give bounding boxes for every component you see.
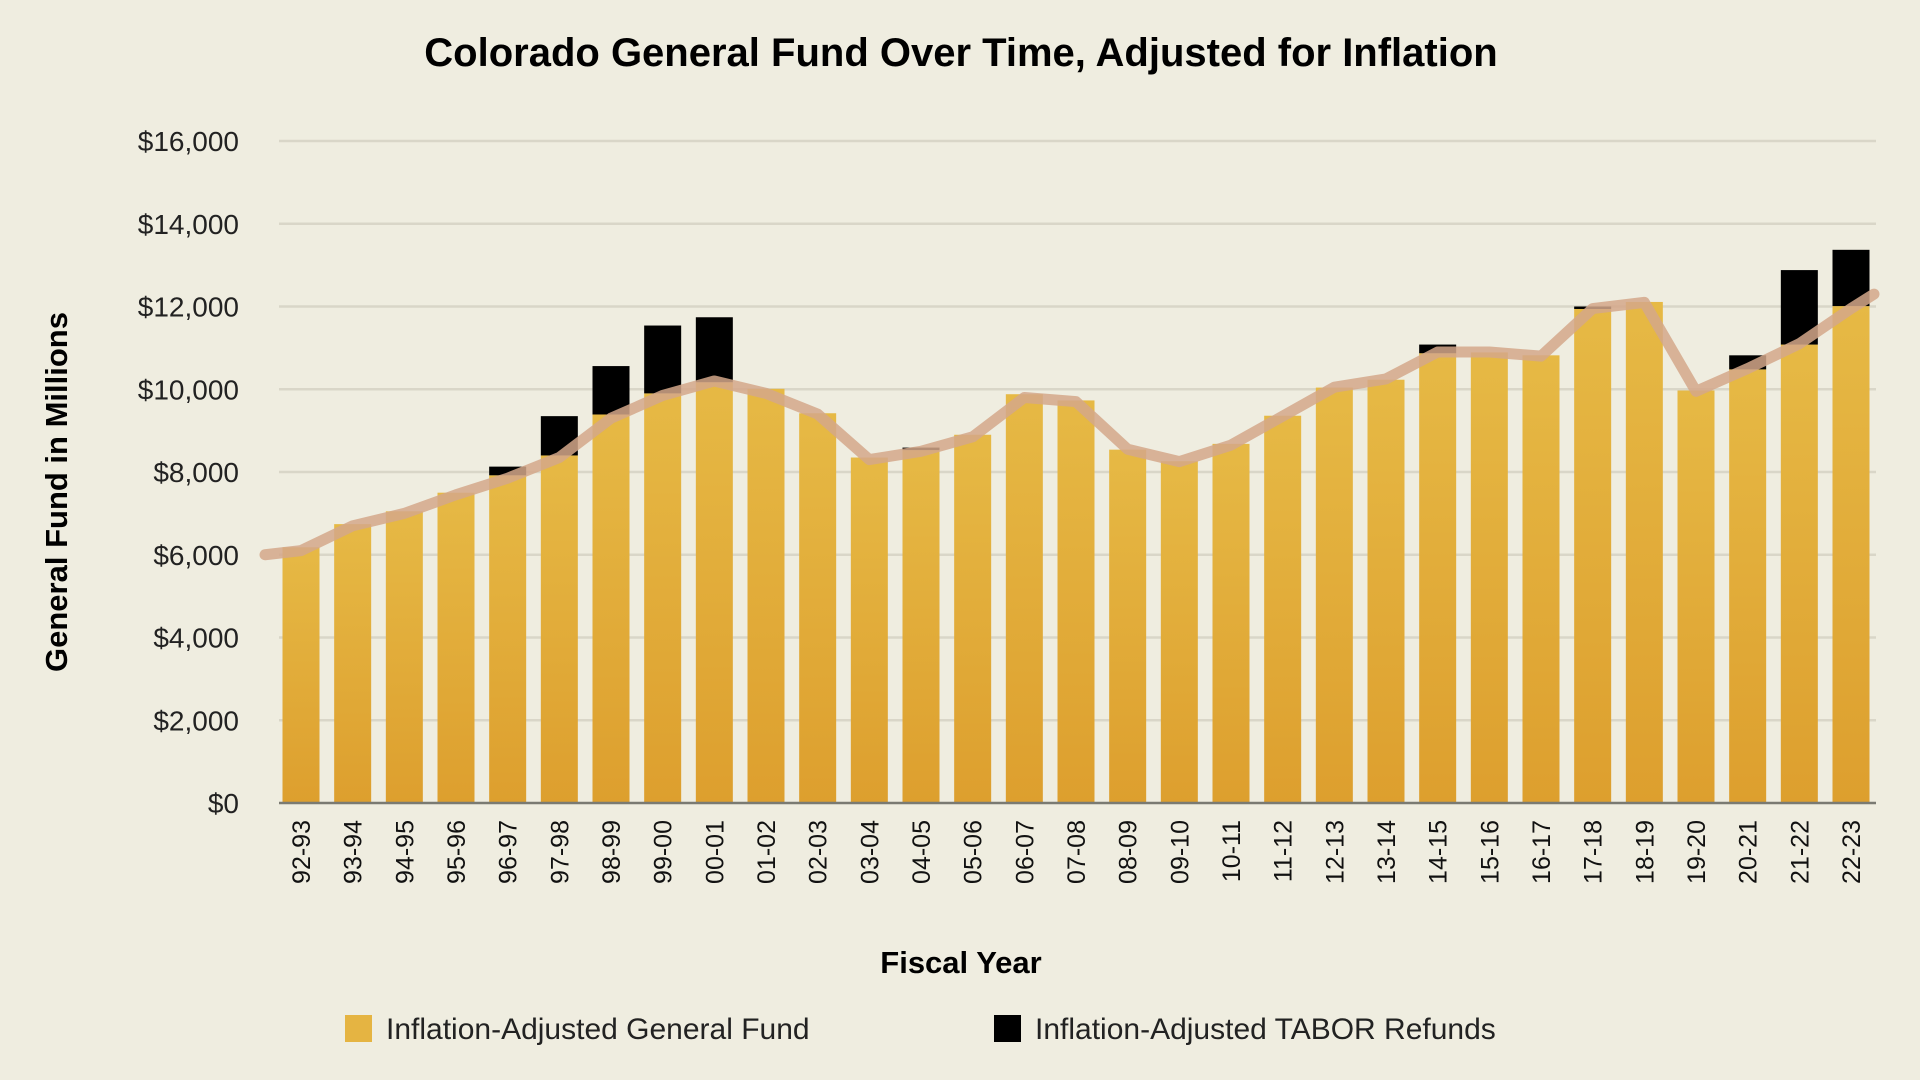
trend-line: [259, 288, 1880, 561]
x-tick-label: 10-11: [1218, 820, 1246, 882]
bar-tabor-refund: [489, 466, 527, 476]
x-tick-label: 14-15: [1425, 820, 1453, 884]
legend-label-general-fund: Inflation-Adjusted General Fund: [386, 1013, 810, 1046]
bar-general-fund: [1212, 443, 1250, 803]
x-tick-label: 18-19: [1631, 820, 1659, 884]
bar-general-fund: [1832, 306, 1870, 803]
bar-general-fund: [437, 492, 475, 803]
legend-label-tabor-refunds: Inflation-Adjusted TABOR Refunds: [1035, 1013, 1496, 1046]
x-tick-label: 06-07: [1011, 820, 1039, 884]
bars: [282, 249, 1870, 803]
trend-line-group: [259, 288, 1880, 561]
x-tick-label: 01-02: [753, 820, 781, 884]
bar-general-fund: [1109, 449, 1147, 803]
x-tick-label: 04-05: [908, 820, 936, 884]
x-tick-label: 11-12: [1270, 820, 1298, 882]
bar-general-fund: [1780, 344, 1818, 803]
bar-general-fund: [489, 475, 527, 803]
chart-title: Colorado General Fund Over Time, Adjuste…: [424, 31, 1497, 75]
bar-tabor-refund: [644, 325, 682, 394]
x-axis-label: Fiscal Year: [880, 945, 1041, 980]
y-tick-label: $12,000: [138, 292, 239, 323]
x-axis-ticks: 92-93 93-94 94-95 95-96 96-97 97-98 98-99 99-00…: [288, 820, 1866, 884]
x-tick-label: 02-03: [805, 820, 833, 884]
x-tick-label: 22-23: [1838, 820, 1866, 884]
legend-swatch-general-fund: [345, 1015, 372, 1042]
bar-general-fund: [954, 434, 992, 803]
bar-general-fund: [1005, 394, 1043, 803]
x-tick-label: 96-97: [495, 820, 523, 884]
x-tick-label: 20-21: [1735, 820, 1763, 884]
x-tick-label: 05-06: [960, 820, 988, 884]
bar-general-fund: [1367, 379, 1405, 803]
x-tick-label: 21-22: [1786, 820, 1814, 884]
legend-swatch-tabor-refunds: [994, 1015, 1021, 1042]
x-tick-label: 99-00: [650, 820, 678, 884]
bar-tabor-refund: [695, 317, 733, 383]
x-tick-label: 03-04: [856, 820, 884, 884]
x-tick-label: 92-93: [288, 820, 316, 884]
y-axis-ticks: $0 $2,000 $4,000 $6,000 $8,000 $10,000 $12,000…: [138, 126, 239, 819]
bar-general-fund: [695, 382, 733, 803]
bar-general-fund: [1677, 390, 1715, 803]
bar-general-fund: [385, 511, 423, 803]
x-tick-label: 08-09: [1115, 820, 1143, 884]
y-tick-label: $4,000: [153, 623, 239, 654]
x-tick-label: 98-99: [598, 820, 626, 884]
bar-general-fund: [1419, 353, 1457, 803]
x-tick-label: 09-10: [1166, 820, 1194, 884]
x-tick-label: 15-16: [1476, 820, 1504, 884]
x-tick-label: 97-98: [546, 820, 574, 884]
y-tick-label: $0: [208, 788, 239, 819]
x-tick-label: 07-08: [1063, 820, 1091, 884]
bar-general-fund: [1625, 301, 1663, 803]
x-tick-label: 16-17: [1528, 820, 1556, 884]
y-axis-label: General Fund in Millions: [39, 312, 74, 672]
x-tick-label: 13-14: [1373, 820, 1401, 884]
bar-general-fund: [334, 524, 372, 803]
x-tick-label: 12-13: [1321, 820, 1349, 884]
bar-general-fund: [1574, 308, 1612, 803]
x-tick-label: 95-96: [443, 820, 471, 884]
bar-general-fund: [1729, 369, 1767, 803]
bar-general-fund: [902, 450, 940, 803]
legend: Inflation-Adjusted General Fund Inflatio…: [345, 1013, 1496, 1046]
bar-general-fund: [282, 547, 320, 803]
bar-general-fund: [644, 393, 682, 803]
bar-general-fund: [1315, 387, 1353, 803]
y-tick-label: $6,000: [153, 540, 239, 571]
bar-general-fund: [1057, 400, 1095, 803]
x-tick-label: 94-95: [391, 820, 419, 884]
y-tick-label: $16,000: [138, 126, 239, 157]
y-tick-label: $10,000: [138, 374, 239, 405]
bar-general-fund: [747, 388, 785, 803]
y-tick-label: $2,000: [153, 705, 239, 736]
x-tick-label: 17-18: [1580, 820, 1608, 884]
bar-tabor-refund: [592, 366, 630, 415]
x-tick-label: 93-94: [340, 820, 368, 884]
bar-general-fund: [1522, 355, 1560, 803]
bar-general-fund: [540, 455, 578, 803]
bar-general-fund: [799, 413, 837, 803]
bar-general-fund: [592, 414, 630, 803]
bar-general-fund: [1160, 461, 1198, 803]
bar-general-fund: [850, 457, 888, 803]
y-tick-label: $14,000: [138, 209, 239, 240]
x-tick-label: 00-01: [701, 820, 729, 884]
bar-general-fund: [1264, 415, 1302, 803]
x-tick-label: 19-20: [1683, 820, 1711, 884]
y-tick-label: $8,000: [153, 457, 239, 488]
bar-general-fund: [1470, 352, 1508, 803]
